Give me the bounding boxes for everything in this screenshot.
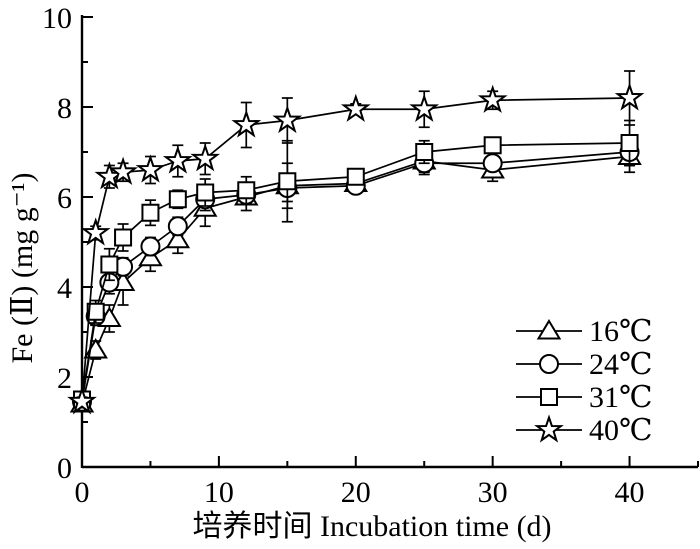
data-point-marker: [614, 82, 645, 111]
data-point-marker: [108, 156, 138, 185]
data-point-marker: [409, 93, 440, 122]
legend-marker-triangle: [536, 319, 562, 340]
legend-entry: 16℃: [516, 315, 653, 348]
data-point-marker: [237, 181, 256, 200]
data-point-marker: [165, 227, 191, 249]
data-point-marker: [278, 172, 297, 191]
data-point-marker: [167, 216, 188, 237]
data-point-marker: [231, 109, 262, 138]
y-tick-label: 8: [57, 92, 72, 125]
legend-label: 16℃: [589, 315, 653, 348]
data-point-marker: [114, 228, 133, 247]
x-tick-label: 0: [75, 476, 90, 509]
legend-entry: 24℃: [516, 348, 653, 381]
plot-area: 0 10 20 30 40 0 2 4 6 8 10: [42, 2, 699, 509]
data-point-marker: [141, 203, 160, 222]
x-tick-label: 40: [615, 476, 645, 509]
y-tick-label: 6: [57, 182, 72, 215]
legend: 16℃24℃31℃40℃: [516, 315, 653, 447]
data-point-marker: [620, 134, 639, 152]
data-point-marker: [415, 143, 434, 161]
data-point-marker: [162, 145, 193, 174]
data-point-marker: [196, 183, 215, 202]
x-tick-label: 10: [204, 476, 234, 509]
legend-marker-star: [534, 414, 564, 443]
legend-label: 24℃: [589, 348, 653, 381]
data-point-marker: [477, 84, 508, 113]
data-point-marker: [140, 236, 161, 257]
data-point-marker: [67, 386, 97, 415]
data-point-marker: [80, 217, 111, 246]
y-tick-label: 10: [42, 2, 72, 35]
legend-label: 40℃: [589, 414, 653, 447]
legend-entry: 31℃: [516, 381, 653, 414]
x-tick-label: 30: [478, 476, 508, 509]
x-axis-label: 培养时间 Incubation time (d): [192, 510, 551, 543]
data-point-marker: [482, 153, 503, 174]
data-point-marker: [100, 255, 119, 274]
legend-entry: 40℃: [516, 414, 653, 447]
legend-marker-circle: [539, 354, 559, 374]
data-point-marker: [138, 245, 163, 267]
series-40c: [67, 70, 645, 415]
legend-label: 31℃: [589, 381, 653, 414]
data-point-marker: [340, 93, 371, 122]
data-point-marker: [346, 167, 365, 186]
data-point-marker: [483, 136, 502, 155]
data-point-marker: [272, 104, 303, 134]
y-tick-label: 4: [57, 272, 72, 305]
legend-marker-square: [540, 388, 558, 406]
x-tick-label: 20: [341, 476, 371, 509]
data-point-marker: [135, 154, 166, 183]
data-point-marker: [168, 190, 187, 209]
y-axis-label: Fe (Ⅱ) (mg g⁻¹): [6, 172, 39, 363]
y-tick-label: 2: [57, 362, 72, 395]
y-tick-label: 0: [57, 452, 72, 485]
data-point-marker: [86, 302, 105, 321]
data-point-marker: [190, 143, 221, 172]
